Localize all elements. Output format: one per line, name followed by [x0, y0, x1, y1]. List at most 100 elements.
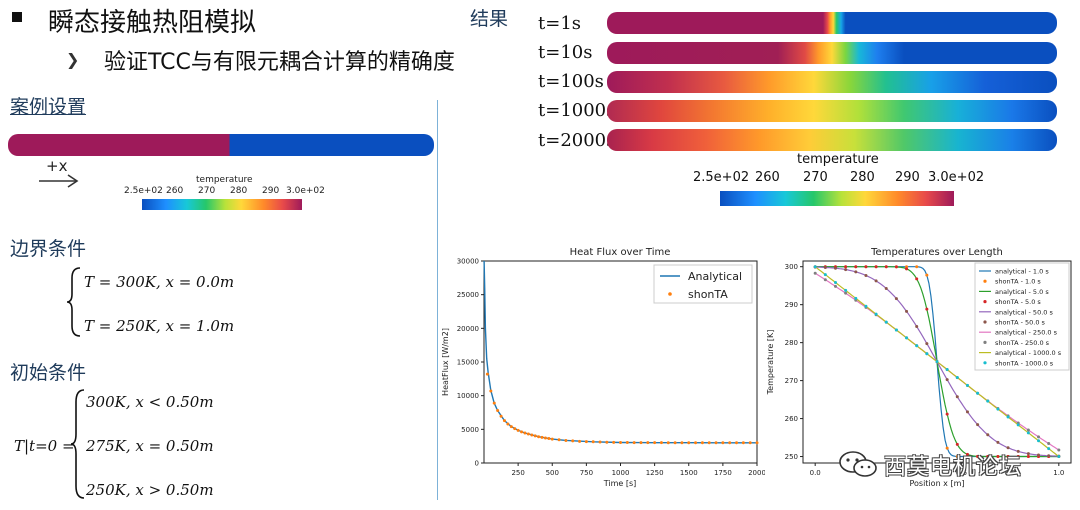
heat-flux-shonta-point	[547, 437, 551, 441]
results-heading: 结果	[470, 8, 509, 30]
results-colorbar-tick: 280	[850, 170, 875, 185]
temperature-legend-label: analytical - 1.0 s	[995, 268, 1049, 276]
small-colorbar-tick: 280	[230, 186, 248, 196]
legend-shonta-label: shonTA	[688, 288, 728, 301]
temperature-legend-label: shonTA - 50.0 s	[995, 319, 1046, 327]
heat-flux-shonta-point	[700, 441, 704, 445]
heat-flux-shonta-point	[639, 441, 643, 445]
heat-flux-xtick-label: 2000	[748, 469, 765, 477]
heat-flux-shonta-point	[520, 430, 524, 434]
temperature-ytick-label: 270	[785, 377, 798, 385]
temperature-shonta-point	[955, 375, 959, 379]
temperature-shonta-point	[955, 454, 959, 458]
heat-flux-xtick-label: 500	[546, 469, 559, 477]
heat-flux-shonta-point	[540, 435, 544, 439]
temperature-shonta-point	[1037, 439, 1041, 443]
heat-flux-shonta-point	[625, 441, 629, 445]
heat-flux-xlabel: Time [s]	[603, 479, 637, 488]
heat-flux-shonta-point	[735, 441, 739, 445]
temperature-shonta-point	[844, 291, 848, 295]
heat-flux-shonta-point	[659, 441, 663, 445]
heat-flux-xtick-label: 750	[580, 469, 593, 477]
heat-flux-shonta-point	[526, 432, 530, 436]
temperature-shonta-point	[1016, 455, 1020, 459]
temperature-shonta-point	[915, 277, 919, 281]
temperature-shonta-point	[925, 352, 929, 356]
result-label-t1: t=1s	[538, 13, 582, 34]
heat-flux-shonta-point	[496, 408, 500, 412]
heat-flux-shonta-point	[516, 428, 520, 432]
heat-flux-shonta-point	[571, 439, 575, 443]
slide-title: 瞬态接触热阻模拟	[48, 8, 257, 38]
heat-flux-shonta-point	[537, 435, 541, 439]
heat-flux-shonta-point	[605, 440, 609, 444]
temperature-legend-label: shonTA - 1000.0 s	[995, 359, 1054, 367]
temperature-shonta-point	[813, 271, 817, 275]
heat-flux-shonta-point	[513, 427, 517, 431]
temperature-shonta-point	[1037, 453, 1041, 457]
heat-flux-shonta-point	[653, 441, 657, 445]
temperature-shonta-point	[965, 455, 969, 459]
temperature-xtick-label: 0.4	[907, 469, 919, 477]
temperature-shonta-point	[864, 304, 868, 308]
slide-subtitle: 验证TCC与有限元耦合计算的精确度	[104, 50, 455, 75]
temperature-shonta-point	[854, 296, 858, 300]
initial-line-3: 250K, x > 0.50m	[86, 481, 214, 499]
temperature-shonta-point	[884, 286, 888, 290]
temperature-shonta-point	[915, 265, 919, 269]
temperature-shonta-point	[833, 281, 837, 285]
temperature-shonta-point	[823, 265, 827, 269]
temperature-shonta-point	[1016, 449, 1020, 453]
temperature-shonta-point	[1026, 455, 1030, 459]
results-colorbar-tick: 290	[895, 170, 920, 185]
result-rod-t10	[607, 42, 1057, 64]
heat-flux-shonta-point	[564, 438, 568, 442]
heat-flux-shonta-point	[694, 441, 698, 445]
heat-flux-shonta-point	[687, 441, 691, 445]
heat-flux-shonta-point	[578, 439, 582, 443]
temperature-shonta-point	[874, 265, 878, 269]
heat-flux-shonta-point	[646, 441, 650, 445]
result-label-t10: t=10s	[538, 42, 593, 63]
heat-flux-shonta-point	[489, 389, 493, 393]
initial-brace-icon	[70, 389, 85, 499]
result-rod-t1	[607, 12, 1057, 34]
temperature-xtick-label: 0.8	[1005, 469, 1016, 477]
heat-flux-legend	[653, 264, 753, 304]
case-setup-heading: 案例设置	[10, 96, 87, 118]
temperature-shonta-point	[925, 273, 929, 277]
temperature-shonta-point	[905, 267, 909, 271]
temperature-xtick-label: 1.0	[1053, 469, 1064, 477]
watermark-text: 西莫电机论坛	[884, 455, 1023, 480]
temperature-shonta-point	[925, 342, 929, 346]
temperature-shonta-point	[965, 383, 969, 387]
temperature-shonta-point	[945, 446, 949, 450]
temperature-ylabel: Temperature [K]	[766, 330, 775, 396]
subtitle-arrow-icon: ❯	[66, 50, 80, 69]
heat-flux-shonta-point	[523, 431, 527, 435]
temperature-shonta-point	[1006, 455, 1010, 459]
small-colorbar-ticks: 2.5e+02 260 270 280 290 3.0e+02	[120, 186, 325, 198]
heat-flux-xtick-label: 1750	[714, 469, 732, 477]
heat-flux-shonta-point	[499, 414, 503, 418]
results-colorbar-tick: 260	[755, 170, 780, 185]
column-divider	[437, 100, 438, 500]
temperature-shonta-point	[864, 265, 868, 269]
heat-flux-shonta-point	[721, 441, 725, 445]
heat-flux-shonta-point	[632, 441, 636, 445]
heat-flux-ytick-label: 20000	[457, 325, 479, 333]
temperature-legend-swatch	[983, 361, 987, 365]
temperature-shonta-point	[1026, 452, 1030, 456]
temperature-legend-swatch	[983, 279, 987, 283]
small-colorbar-tick: 3.0e+02	[286, 186, 325, 196]
heat-flux-shonta-point	[598, 440, 602, 444]
temperature-shonta-point	[874, 312, 878, 316]
heat-flux-shonta-point	[755, 441, 759, 445]
temperature-shonta-point	[945, 412, 949, 416]
temperature-xtick-label: 0.6	[956, 469, 968, 477]
heat-flux-ytick-label: 30000	[457, 258, 479, 266]
temperature-shonta-point	[965, 410, 969, 414]
temperature-shonta-point	[986, 455, 990, 459]
temperature-ytick-label: 280	[785, 339, 798, 347]
heat-flux-xtick-label: 1500	[680, 469, 698, 477]
